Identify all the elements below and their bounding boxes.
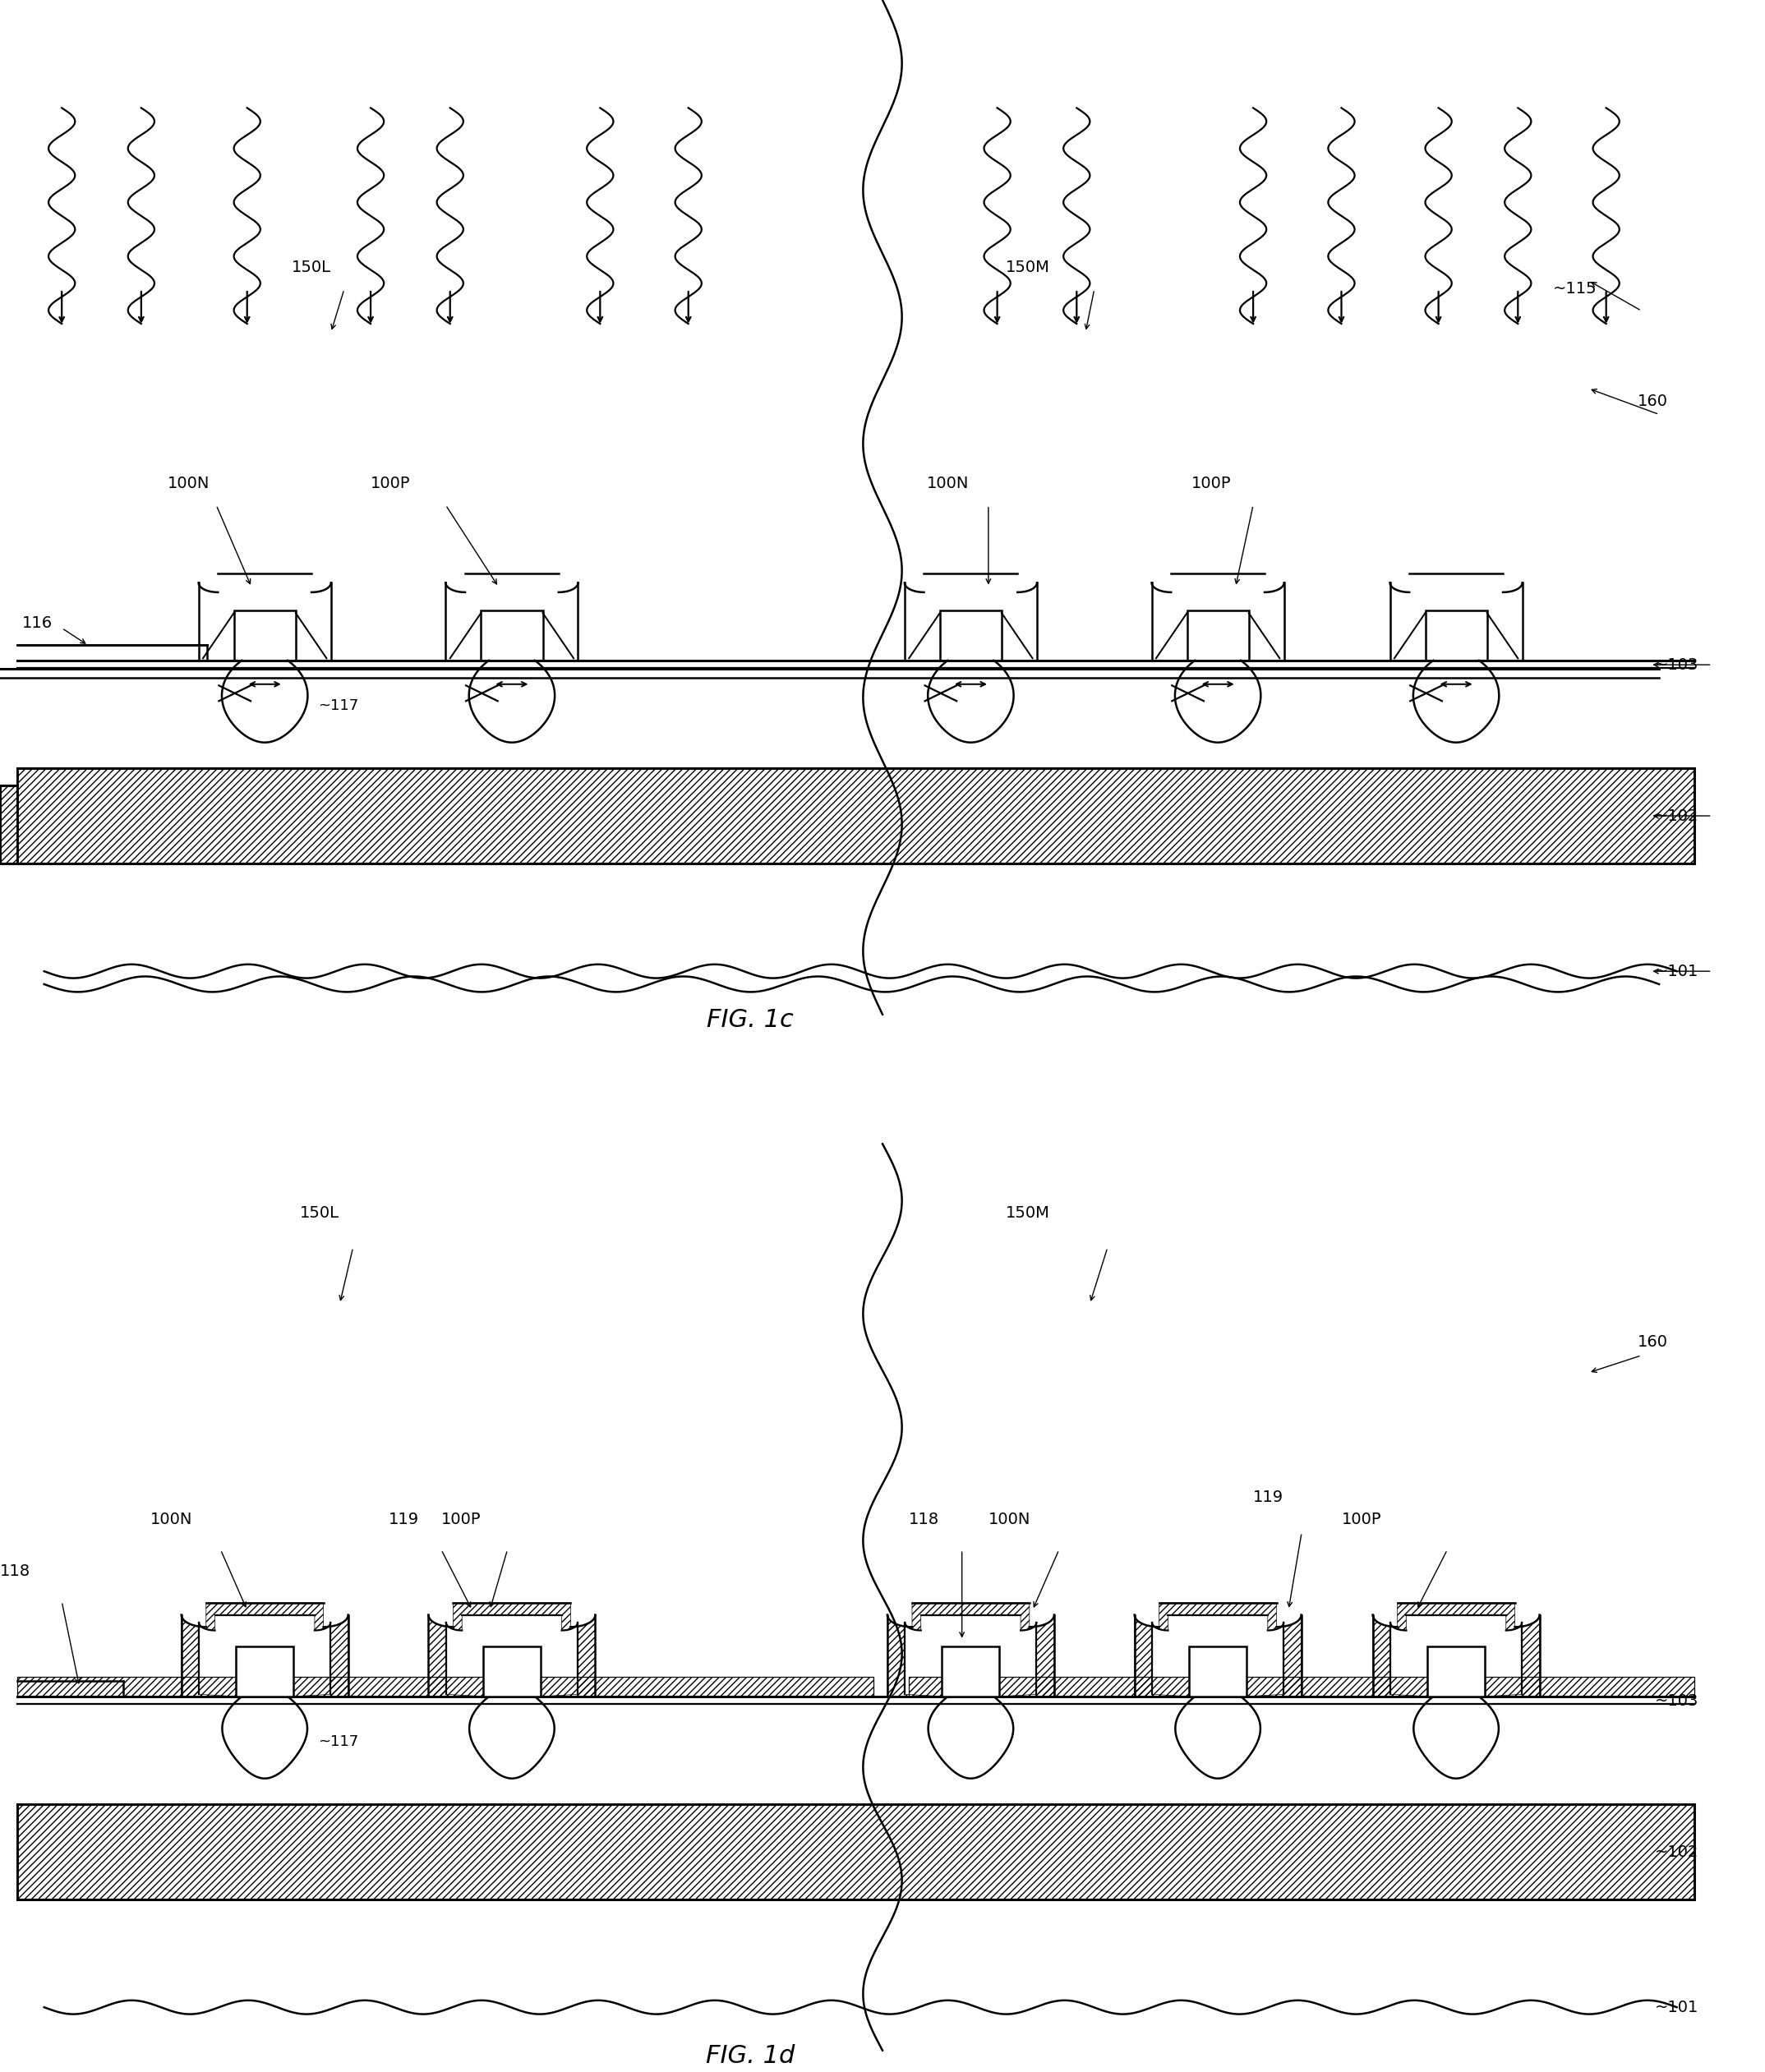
Text: ~101: ~101 [1656, 1999, 1698, 2016]
Text: 119: 119 [388, 1510, 418, 1527]
Text: 150M: 150M [1006, 1206, 1050, 1220]
Text: 118: 118 [0, 1562, 30, 1579]
Text: 150M: 150M [1006, 259, 1050, 276]
Text: 116: 116 [21, 615, 53, 632]
Text: 160: 160 [1638, 1334, 1668, 1351]
Text: ~101: ~101 [1656, 963, 1698, 980]
Text: 100P: 100P [441, 1510, 482, 1527]
Text: 160: 160 [1638, 394, 1668, 408]
Bar [941, 611, 1003, 661]
Text: FIG. 1c: FIG. 1c [706, 1009, 794, 1032]
Text: 100N: 100N [927, 474, 969, 491]
Bar [1426, 611, 1486, 661]
Text: 150L: 150L [300, 1206, 339, 1220]
Text: 118: 118 [909, 1510, 939, 1527]
Bar [480, 611, 544, 661]
Bar [1190, 1647, 1246, 1697]
Text: ~115: ~115 [1553, 282, 1597, 296]
Bar [18, 1676, 874, 1697]
Bar [18, 769, 1694, 864]
Bar [1428, 1647, 1484, 1697]
Bar [484, 1647, 540, 1697]
Text: 150L: 150L [291, 259, 330, 276]
Text: ~102: ~102 [1656, 1844, 1698, 1861]
Bar [237, 1647, 293, 1697]
Text: ~117: ~117 [318, 1734, 358, 1749]
Bar [943, 1647, 999, 1697]
Bar [1186, 611, 1250, 661]
Text: ~117: ~117 [318, 698, 358, 713]
Text: 100N: 100N [150, 1510, 192, 1527]
Text: 100N: 100N [988, 1510, 1031, 1527]
Text: FIG. 1d: FIG. 1d [706, 2045, 794, 2068]
Text: 100P: 100P [1341, 1510, 1382, 1527]
Text: 100P: 100P [371, 474, 411, 491]
Text: 100P: 100P [1191, 474, 1232, 491]
Text: 119: 119 [1253, 1490, 1283, 1506]
Text: ~102: ~102 [1656, 808, 1698, 825]
Bar [233, 611, 297, 661]
Bar [18, 1805, 1694, 1900]
Text: ~103: ~103 [1656, 657, 1698, 673]
Text: ~103: ~103 [1656, 1693, 1698, 1709]
Bar [909, 1676, 1694, 1697]
Bar [0, 785, 1659, 864]
Text: 100N: 100N [168, 474, 210, 491]
